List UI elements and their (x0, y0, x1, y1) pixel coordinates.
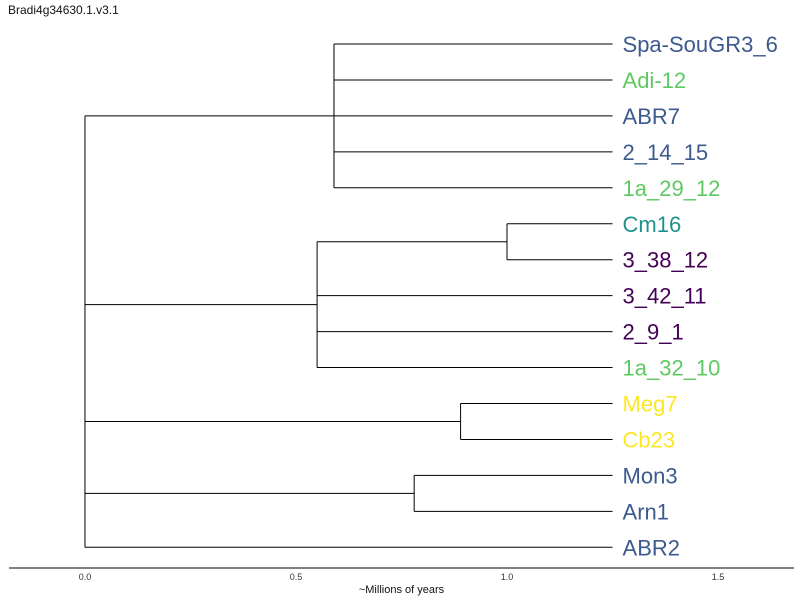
leaf-label: ABR2 (623, 535, 680, 560)
x-axis: 0.0 0.5 1.0 1.5 ~Millions of years (9, 567, 794, 596)
leaf-label: 1a_32_10 (623, 356, 721, 381)
x-axis-title: ~Millions of years (359, 584, 445, 596)
leaf-label: Cb23 (623, 427, 676, 452)
page-title: Bradi4g34630.1.v3.1 (8, 3, 119, 17)
x-axis-ticks: 0.0 0.5 1.0 1.5 (79, 572, 725, 582)
leaf-label: 3_38_12 (623, 248, 709, 273)
x-tick-label: 1.5 (712, 572, 725, 582)
x-tick-label: 0.0 (79, 572, 92, 582)
tree-branches (84, 43, 613, 548)
x-tick-label: 1.0 (501, 572, 514, 582)
leaf-label: Cm16 (623, 212, 682, 237)
leaf-label: 1a_29_12 (623, 176, 721, 201)
leaf-label: Adi-12 (623, 68, 687, 93)
leaf-label: Arn1 (623, 499, 669, 524)
leaf-labels: Spa-SouGR3_6 Adi-12 ABR7 2_14_15 1a_29_12 Cm1… (623, 32, 778, 560)
x-tick-label: 0.5 (290, 572, 303, 582)
leaf-label: 3_42_11 (623, 284, 707, 309)
leaf-label: Mon3 (623, 463, 678, 488)
leaf-label: 2_14_15 (623, 140, 709, 165)
leaf-label: Spa-SouGR3_6 (623, 32, 778, 57)
leaf-label: ABR7 (623, 104, 680, 129)
leaf-label: 2_9_1 (623, 320, 684, 345)
leaf-label: Meg7 (623, 392, 678, 417)
